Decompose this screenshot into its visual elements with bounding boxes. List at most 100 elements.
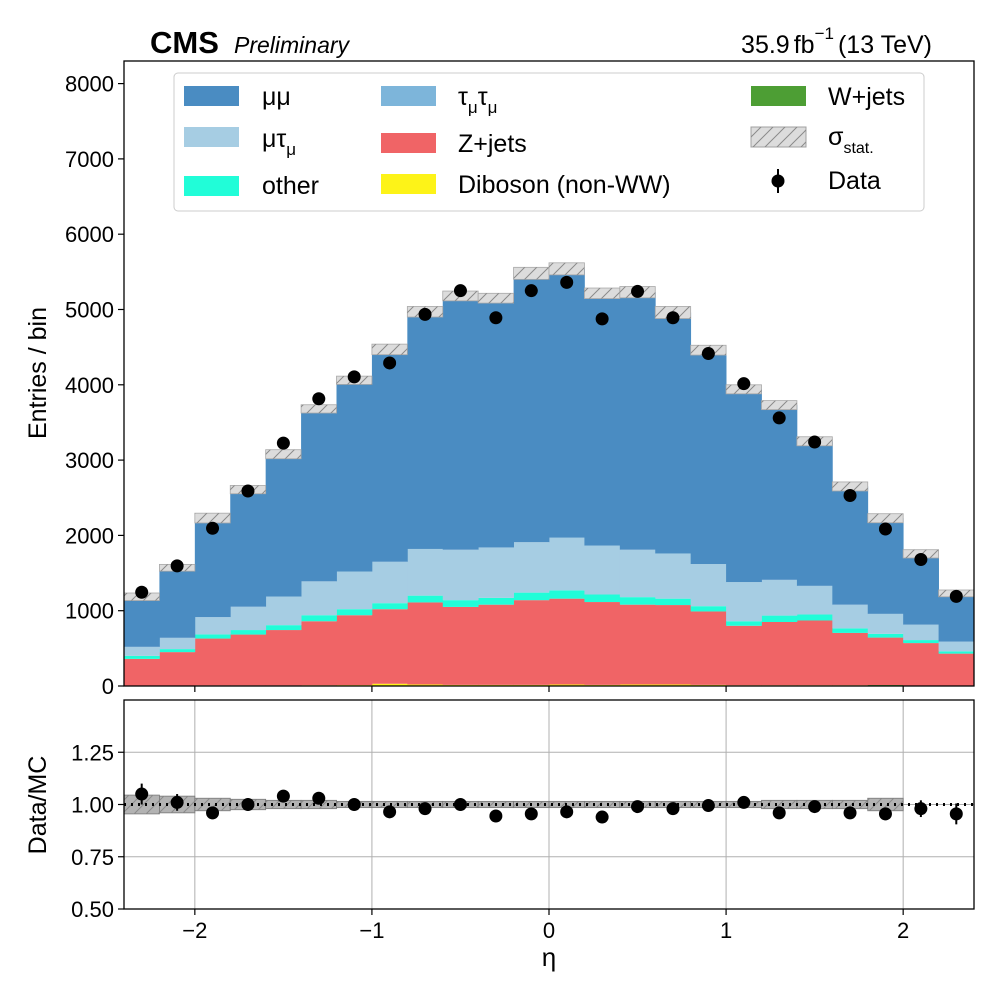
bar-mutau-bin-15	[655, 553, 692, 599]
ratio-xtick-label-1: −1	[359, 918, 384, 943]
bar-diboson-bin-14	[619, 684, 656, 686]
ratio-point-19	[808, 800, 822, 814]
bar-mutau-bin-18	[761, 579, 798, 616]
energy-label: (13 TeV)	[838, 31, 932, 59]
legend-swatch-diboson	[381, 174, 436, 194]
bar-other-bin-23	[938, 651, 975, 654]
bar-mutau-bin-13	[584, 545, 621, 595]
stat-band-hatch-bin-4	[265, 449, 302, 459]
bar-mutau-bin-5	[301, 581, 337, 616]
data-point-18	[772, 411, 786, 425]
bar-mumu-bin-16	[690, 350, 727, 565]
legend-label-tautau: τμτμ	[458, 83, 497, 117]
bar-zjets-bin-10	[478, 604, 514, 685]
data-point-14	[631, 284, 645, 298]
data-point-17	[737, 377, 751, 391]
bar-zjets-bin-3	[230, 634, 267, 686]
bar-other-bin-12	[549, 590, 585, 599]
legend-label-zjets: Z+jets	[458, 130, 527, 158]
main-ytick-label-7: 7000	[65, 147, 114, 172]
bar-mutau-bin-14	[619, 549, 656, 598]
bar-zjets-bin-4	[265, 630, 302, 686]
main-x-ticks	[194, 686, 904, 692]
legend-label-tautau-s1: μ	[468, 98, 478, 117]
bar-mumu-bin-0	[124, 596, 160, 647]
legend-label-wjets: W+jets	[828, 83, 905, 111]
data-point-2	[206, 521, 220, 535]
main-ytick-label-5: 5000	[65, 297, 114, 322]
legend-label-diboson: Diboson (non-WW)	[458, 171, 671, 199]
legend-label-stat-sub: stat.	[843, 140, 873, 157]
legend-label-tautau-t1: τ	[458, 83, 468, 111]
ratio-xtick-label-2: 0	[543, 918, 555, 943]
legend-label-data: Data	[828, 167, 881, 195]
ratio-band-hatch-bin-21	[867, 798, 904, 811]
ratio-ytick-label-3: 1.25	[71, 740, 114, 765]
ratio-points	[135, 783, 963, 825]
ratio-y-ticks: 0.50 0.75 1.00 1.25	[71, 740, 124, 922]
ratio-point-20	[843, 806, 857, 820]
bar-mutau-bin-12	[549, 537, 585, 591]
ratio-ytick-label-0: 0.50	[71, 897, 114, 922]
ratio-point-22	[914, 802, 928, 816]
ratio-point-15	[666, 802, 680, 816]
data-point-11	[524, 284, 538, 298]
legend-label-mutau-sub: μ	[286, 140, 296, 159]
ratio-xtick-label-4: 2	[897, 918, 909, 943]
bar-mumu-bin-12	[549, 268, 585, 538]
main-y-axis-label: Entries / bin	[24, 307, 52, 439]
lumi-unit: fb	[794, 31, 815, 59]
bar-diboson-bin-12	[549, 684, 585, 686]
bar-mutau-bin-17	[726, 582, 762, 622]
bar-mumu-bin-4	[265, 454, 302, 597]
bar-mutau-bin-7	[371, 561, 408, 604]
bar-zjets-bin-0	[124, 658, 160, 686]
bar-mutau-bin-10	[478, 547, 514, 598]
lumi-value: 35.9	[741, 31, 790, 59]
ratio-point-18	[772, 806, 786, 820]
legend-label-tautau-t2: τ	[478, 83, 488, 111]
ratio-point-8	[418, 802, 432, 816]
legend-label-mutau: μτμ	[262, 125, 296, 159]
bar-zjets-bin-7	[371, 609, 408, 684]
bar-zjets-bin-16	[690, 611, 727, 685]
bar-mutau-bin-4	[265, 596, 302, 626]
bar-zjets-bin-11	[513, 600, 550, 685]
data-point-3	[241, 484, 255, 498]
bar-zjets-bin-22	[903, 643, 939, 686]
data-point-9	[453, 284, 467, 298]
bar-other-bin-20	[832, 628, 869, 633]
ratio-band-hatch-bin-7	[371, 801, 408, 808]
stat-band-hatch-bin-11	[513, 267, 549, 280]
bar-zjets-bin-20	[832, 632, 869, 686]
bar-zjets-bin-14	[619, 604, 656, 685]
ratio-point-0	[135, 787, 149, 801]
bar-diboson-bin-8	[407, 684, 444, 686]
main-panel: 0 1000 2000 3000 4000 5000 6000 7000 8000 Entrie…	[24, 60, 975, 699]
legend-swatch-stat-hatch	[751, 127, 806, 147]
data-point-5	[312, 392, 326, 406]
bar-mutau-bin-11	[513, 542, 550, 593]
ratio-point-13	[595, 810, 609, 824]
stat-band-hatch-bin-13	[584, 288, 620, 299]
bar-other-bin-3	[230, 630, 267, 635]
bar-mutau-bin-19	[796, 585, 833, 615]
bar-zjets-bin-6	[336, 615, 373, 686]
ratio-point-4	[276, 789, 290, 803]
ratio-panel: 0.50 0.75 1.00 1.25 −2 −1 0 1 2 Data/MC η	[24, 699, 975, 972]
ratio-point-21	[878, 807, 892, 821]
x-axis-label: η	[542, 942, 556, 972]
data-point-12	[560, 275, 574, 289]
stat-band-hatch-bin-7	[371, 344, 408, 355]
legend-swatch-zjets	[381, 133, 436, 153]
bar-other-bin-5	[301, 615, 337, 622]
bar-other-bin-16	[690, 606, 727, 612]
bar-mumu-bin-8	[407, 311, 444, 549]
legend-swatch-mutau	[184, 127, 239, 147]
stat-band-hatch-bin-20	[832, 481, 868, 491]
bar-mumu-bin-5	[301, 408, 337, 582]
bar-other-bin-7	[371, 603, 408, 610]
bar-mumu-bin-13	[584, 293, 621, 546]
bar-other-bin-22	[903, 640, 939, 644]
